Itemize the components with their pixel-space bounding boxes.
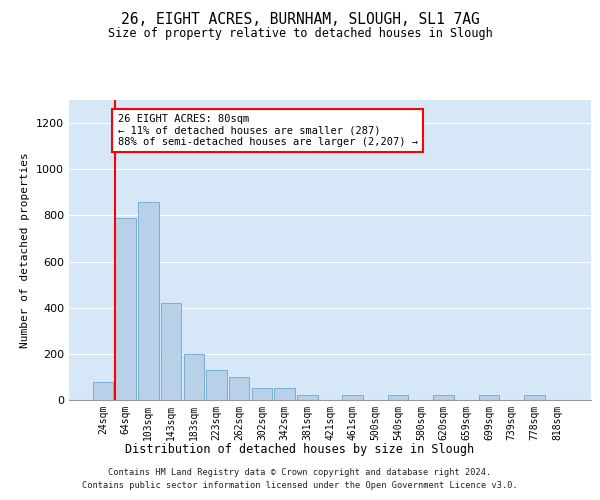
Bar bbox=[184, 354, 204, 400]
Bar bbox=[251, 388, 272, 400]
Bar bbox=[297, 396, 317, 400]
Bar bbox=[138, 202, 158, 400]
Bar bbox=[206, 370, 227, 400]
Bar bbox=[433, 396, 454, 400]
Bar bbox=[229, 377, 250, 400]
Text: 26 EIGHT ACRES: 80sqm
← 11% of detached houses are smaller (287)
88% of semi-det: 26 EIGHT ACRES: 80sqm ← 11% of detached … bbox=[118, 114, 418, 147]
Bar bbox=[115, 218, 136, 400]
Bar bbox=[479, 396, 499, 400]
Bar bbox=[161, 303, 181, 400]
Text: 26, EIGHT ACRES, BURNHAM, SLOUGH, SL1 7AG: 26, EIGHT ACRES, BURNHAM, SLOUGH, SL1 7A… bbox=[121, 12, 479, 28]
Bar bbox=[343, 396, 363, 400]
Text: Size of property relative to detached houses in Slough: Size of property relative to detached ho… bbox=[107, 28, 493, 40]
Text: Distribution of detached houses by size in Slough: Distribution of detached houses by size … bbox=[125, 442, 475, 456]
Bar bbox=[93, 382, 113, 400]
Bar bbox=[524, 396, 545, 400]
Bar bbox=[274, 388, 295, 400]
Text: Contains HM Land Registry data © Crown copyright and database right 2024.
Contai: Contains HM Land Registry data © Crown c… bbox=[82, 468, 518, 490]
Bar bbox=[388, 396, 409, 400]
Y-axis label: Number of detached properties: Number of detached properties bbox=[20, 152, 31, 348]
